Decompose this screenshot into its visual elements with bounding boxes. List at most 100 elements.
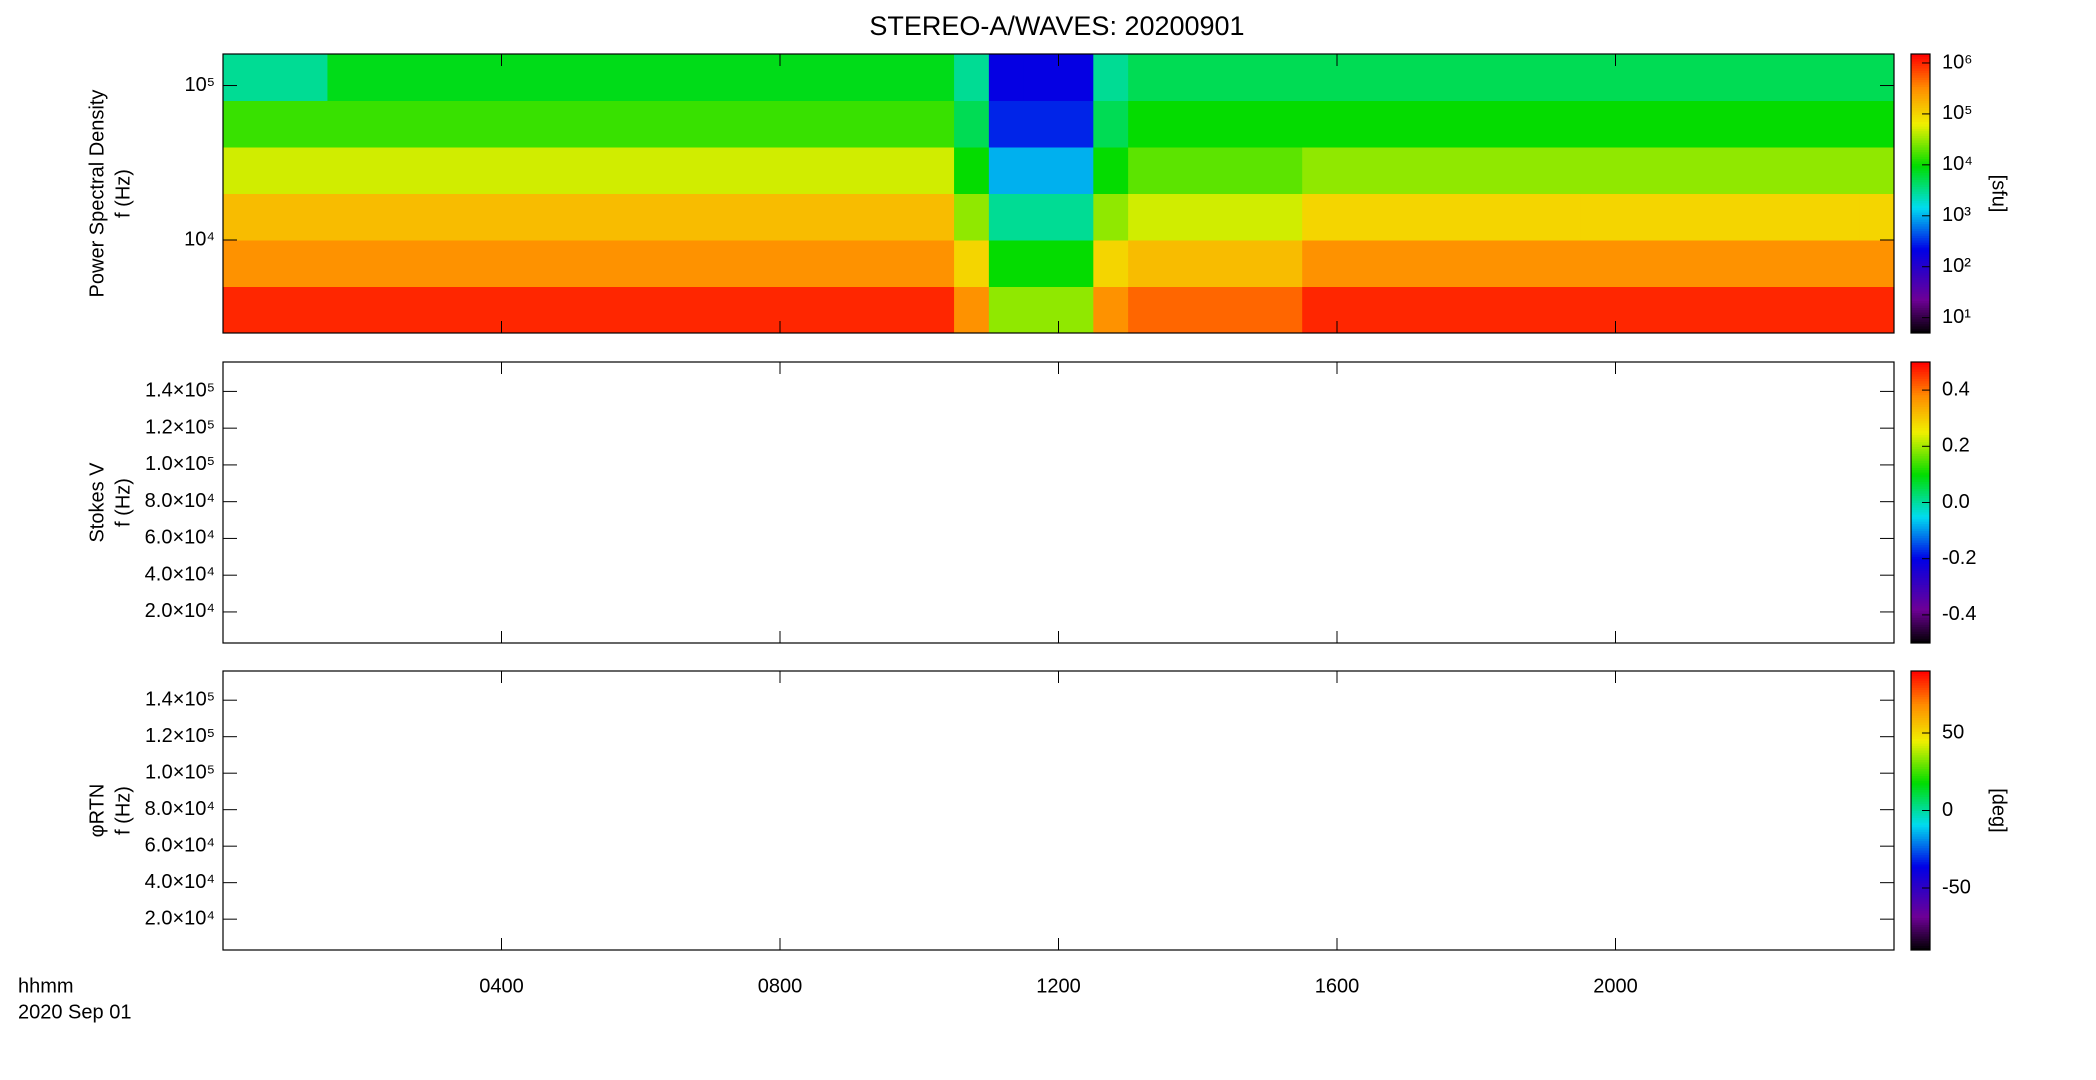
heat-cell [1685,193,1721,241]
heat-cell [1197,54,1234,101]
colorbar-swatch [1911,274,1930,278]
colorbar-swatch [1911,481,1930,485]
colorbar-swatch [1911,898,1930,902]
colorbar-swatch [1911,434,1930,438]
heat-cell [780,240,816,287]
colorbar-swatch [1911,200,1930,204]
colorbar-swatch [1911,450,1930,454]
colorbar-swatch [1911,425,1930,429]
heat-cell [1441,100,1477,148]
colorbar-swatch [1911,870,1930,874]
plot-frame [222,361,1895,644]
heat-cell [780,100,816,148]
colorbar-swatch [1911,246,1930,250]
colorbar-swatch [1911,469,1930,473]
colorbar-swatch [1911,116,1930,120]
heat-cell [1337,240,1373,287]
colorbar-swatch [1911,186,1930,190]
colorbar-swatch [1911,924,1930,928]
heat-cell [1197,147,1234,194]
heat-cell [640,54,677,101]
colorbar-swatch [1911,612,1930,616]
colorbar-swatch [1911,281,1930,285]
colorbar-swatch [1911,446,1930,450]
heat-cell [536,193,572,241]
colorbar-swatch [1911,474,1930,478]
colorbar-swatch [1911,919,1930,923]
heat-cell [362,147,398,194]
heat-cell [1511,100,1547,148]
colorbar-swatch [1911,938,1930,942]
colorbar-swatch [1911,859,1930,863]
colorbar-swatch [1911,198,1930,201]
colorbar-swatch [1911,288,1930,292]
colorbar-swatch [1911,258,1930,262]
heat-cell [780,147,816,194]
heat-cell [710,100,746,148]
colorbar-tick-label: 0.0 [1942,491,1970,513]
colorbar-swatch [1911,167,1930,171]
heat-cell [710,286,746,334]
heat-cell [257,100,294,148]
colorbar-swatch [1911,738,1930,742]
colorbar-swatch [1911,894,1930,898]
heat-cell [1754,54,1791,101]
heat-cell [1197,100,1234,148]
colorbar-swatch [1911,940,1930,944]
heat-cell [988,54,1025,101]
colorbar-swatch [1911,635,1930,639]
heat-cell [640,100,677,148]
heat-cell [1545,147,1582,194]
heat-cell [431,54,468,101]
heat-cell [1859,100,1895,148]
heat-cell [1685,100,1721,148]
heat-cell [1580,147,1616,194]
heat-cell [710,147,746,194]
colorbar-swatch [1911,219,1930,222]
heat-cell [745,193,781,241]
colorbar-swatch [1911,284,1930,287]
heat-cell [1441,54,1477,101]
heat-cell [849,100,885,148]
colorbar-swatch [1911,483,1930,487]
heat-cell [397,286,433,334]
colorbar-swatch [1911,298,1930,301]
colorbar-swatch [1911,701,1930,705]
heat-cell [1093,240,1129,287]
colorbar-swatch [1911,528,1930,532]
heat-cell [1023,193,1059,241]
heat-cell [362,193,398,241]
heat-cell [1267,240,1303,287]
colorbar-swatch [1911,558,1930,562]
colorbar-swatch [1911,561,1930,564]
colorbar-swatch [1911,373,1930,377]
colorbar-swatch [1911,931,1930,935]
colorbar-swatch [1911,394,1930,398]
colorbar-swatch [1911,77,1930,81]
colorbar-swatch [1911,460,1930,464]
colorbar-swatch [1911,133,1930,136]
colorbar-swatch [1911,745,1930,749]
colorbar-swatch [1911,542,1930,546]
heat-cell [223,147,259,194]
colorbar-swatch [1911,861,1930,865]
heat-cell [780,54,816,101]
colorbar-swatch [1911,782,1930,786]
colorbar-swatch [1911,843,1930,846]
colorbar-swatch [1911,177,1930,181]
heat-cell [745,286,781,334]
heat-cell [501,240,537,287]
heat-cell [988,100,1025,148]
heat-cell [1754,100,1791,148]
colorbar-swatch [1911,385,1930,389]
colorbar-swatch [1911,554,1930,557]
colorbar-swatch [1911,237,1930,241]
heat-cell [1511,193,1547,241]
heat-cell [257,240,294,287]
heat-cell [849,193,885,241]
colorbar-swatch [1911,86,1930,90]
heat-cell [1545,54,1582,101]
heat-cell [1754,286,1791,334]
colorbar-swatch [1911,852,1930,856]
colorbar-swatch [1911,908,1930,911]
